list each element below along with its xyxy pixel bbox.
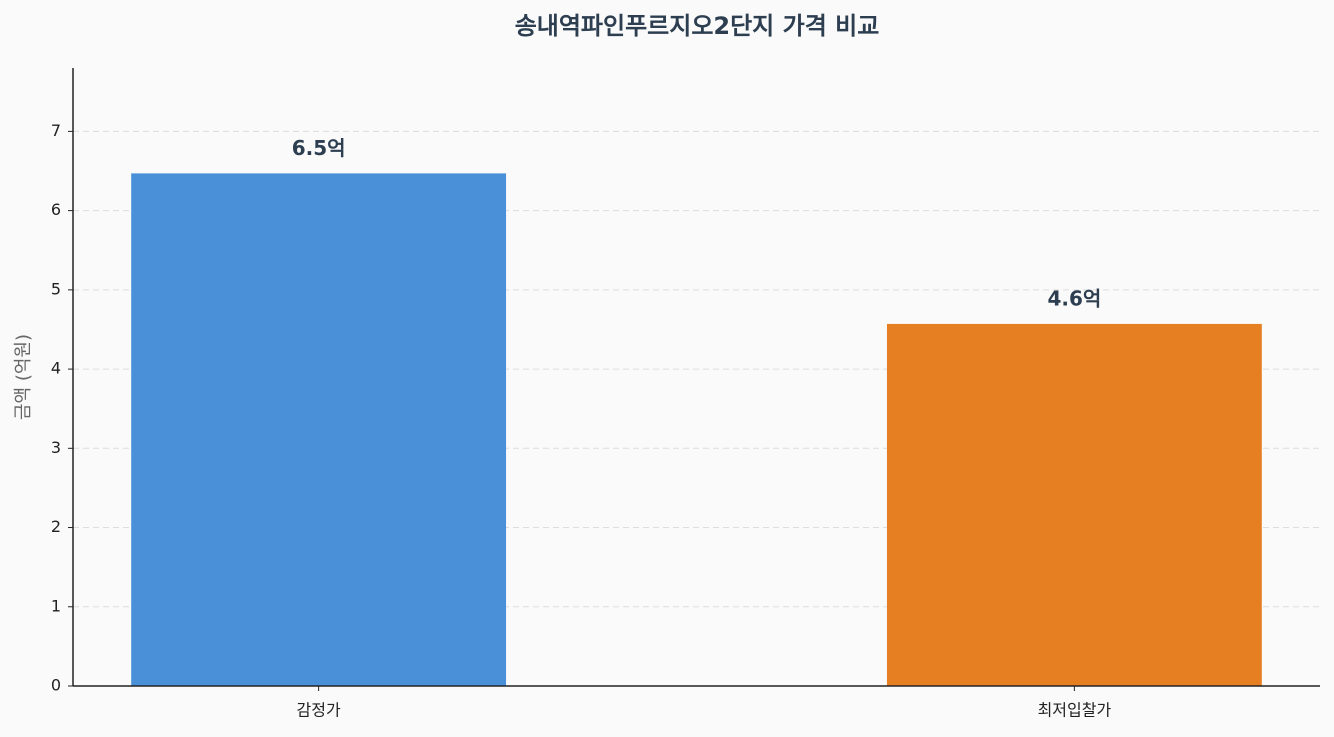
bar bbox=[886, 323, 1262, 686]
y-tick-label: 6 bbox=[51, 200, 61, 219]
x-tick-label: 감정가 bbox=[297, 701, 341, 720]
x-tick-label: 최저입찰가 bbox=[1038, 701, 1112, 720]
y-tick-label: 2 bbox=[51, 517, 61, 536]
chart-title: 송내역파인푸르지오2단지 가격 비교 bbox=[515, 12, 880, 40]
y-tick-label: 4 bbox=[51, 359, 61, 378]
y-tick-label: 5 bbox=[51, 279, 61, 298]
y-tick-label: 0 bbox=[51, 676, 61, 695]
bar bbox=[131, 173, 507, 686]
value-label: 4.6억 bbox=[1047, 286, 1101, 310]
y-tick-label: 7 bbox=[51, 121, 61, 140]
y-tick-label: 1 bbox=[51, 596, 61, 615]
y-tick-label: 3 bbox=[51, 438, 61, 457]
y-axis-label: 금액 (억원) bbox=[13, 334, 34, 420]
value-label: 6.5억 bbox=[292, 136, 346, 160]
